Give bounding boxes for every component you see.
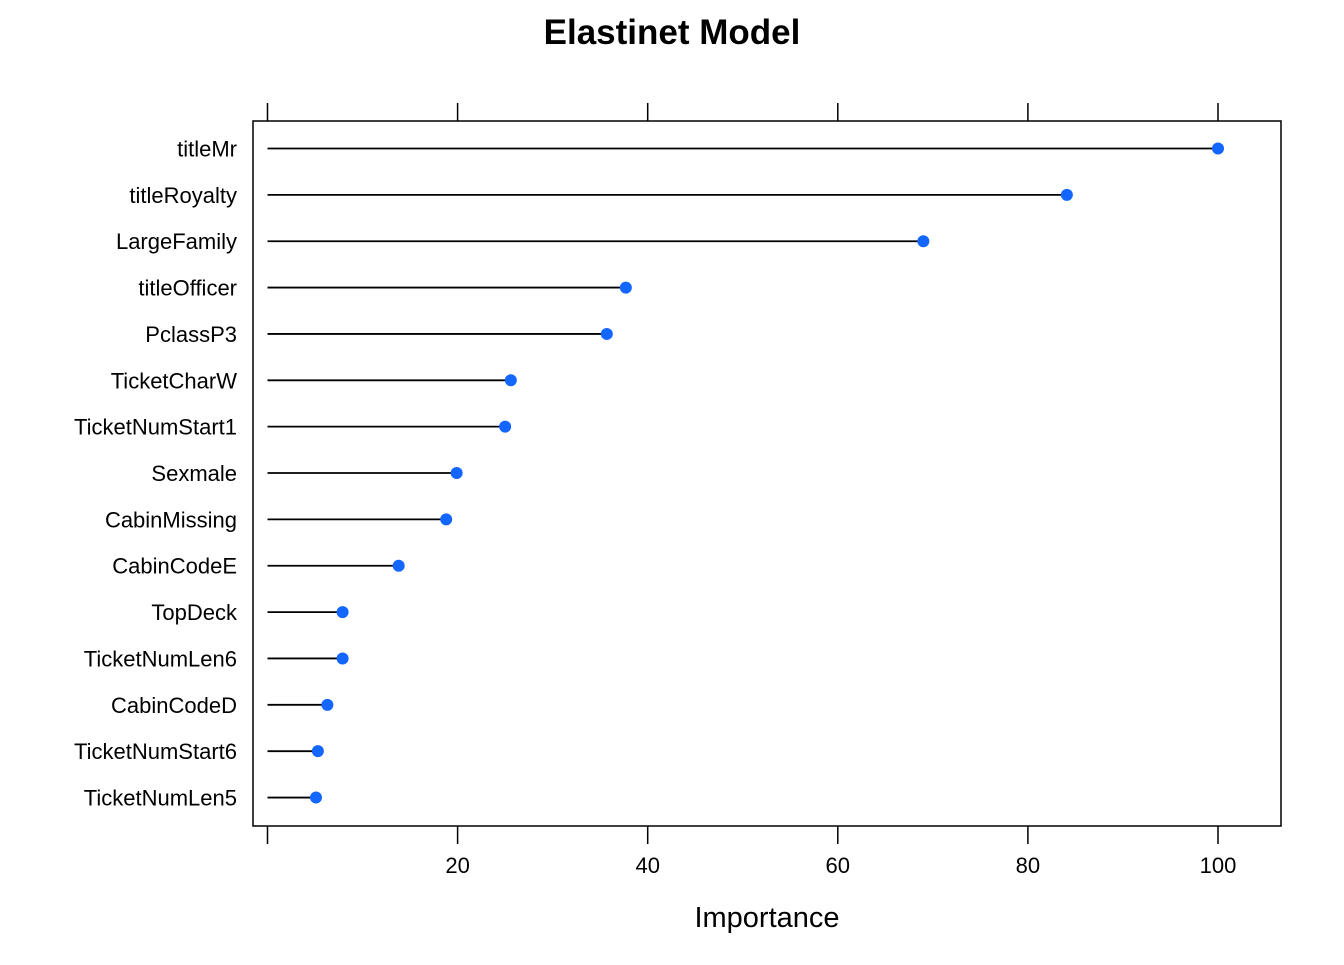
category-label-PclassP3: PclassP3	[145, 322, 237, 347]
point-TopDeck	[336, 606, 349, 619]
x-tick-label-80: 80	[1016, 853, 1040, 878]
point-titleOfficer	[619, 281, 632, 294]
category-label-CabinMissing: CabinMissing	[105, 507, 237, 532]
point-LargeFamily	[917, 235, 930, 248]
category-label-TicketCharW: TicketCharW	[111, 368, 238, 393]
category-label-TicketNumLen5: TicketNumLen5	[84, 786, 237, 811]
x-tick-label-100: 100	[1200, 853, 1237, 878]
x-axis-label: Importance	[694, 902, 839, 934]
category-label-titleMr: titleMr	[177, 137, 237, 162]
category-labels: titleMr titleRoyalty LargeFamily titleOffic…	[74, 137, 238, 811]
x-axis: 20 40 60 80 100	[266, 103, 1237, 878]
point-TicketCharW	[504, 374, 517, 387]
point-PclassP3	[600, 327, 613, 340]
category-label-CabinCodeE: CabinCodeE	[112, 554, 237, 579]
category-label-CabinCodeD: CabinCodeD	[111, 693, 237, 718]
point-TicketNumLen5	[309, 791, 322, 804]
point-titleMr	[1212, 142, 1224, 155]
point-CabinMissing	[440, 513, 453, 526]
category-label-TicketNumStart6: TicketNumStart6	[74, 739, 237, 764]
plot-panel-border	[252, 120, 1282, 827]
category-label-Sexmale: Sexmale	[151, 461, 237, 486]
x-tick-label-40: 40	[635, 853, 659, 878]
category-label-LargeFamily: LargeFamily	[116, 229, 237, 254]
point-TicketNumStart6	[311, 745, 324, 758]
point-TicketNumStart1	[499, 420, 512, 433]
chart-title: Elastinet Model	[544, 13, 801, 52]
point-CabinCodeE	[392, 559, 405, 572]
category-label-titleOfficer: titleOfficer	[138, 276, 237, 301]
x-tick-label-20: 20	[445, 853, 469, 878]
importance-stems	[267, 147, 1218, 799]
category-label-titleRoyalty: titleRoyalty	[129, 183, 237, 208]
point-Sexmale	[450, 467, 463, 480]
point-titleRoyalty	[1060, 188, 1073, 201]
point-CabinCodeD	[321, 698, 334, 711]
x-tick-label-60: 60	[826, 853, 850, 878]
importance-points	[309, 142, 1224, 804]
category-label-TicketNumStart1: TicketNumStart1	[74, 415, 237, 440]
point-TicketNumLen6	[336, 652, 349, 665]
category-label-TicketNumLen6: TicketNumLen6	[84, 646, 237, 671]
category-label-TopDeck: TopDeck	[151, 600, 238, 625]
